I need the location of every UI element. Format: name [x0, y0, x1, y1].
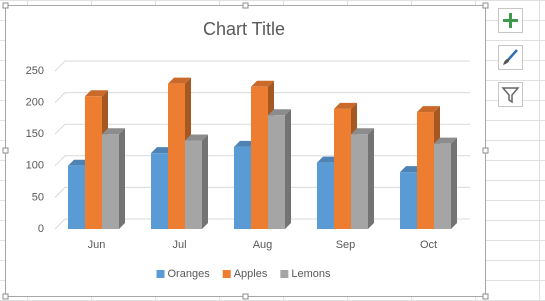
bar [168, 83, 185, 229]
legend-swatch [222, 270, 231, 278]
chart-title: Chart Title [203, 19, 285, 39]
y-tick-label: 150 [26, 128, 44, 140]
bar-top [168, 77, 191, 84]
bar-top [434, 137, 457, 144]
bar [102, 134, 119, 229]
bar-top [351, 128, 374, 135]
x-tick-label: Jul [172, 239, 186, 251]
bar-top [251, 80, 274, 87]
bar [251, 86, 268, 229]
y-tick-label: 0 [38, 223, 44, 235]
bar-top [417, 106, 440, 113]
grid-line [54, 60, 470, 72]
bar [434, 143, 451, 229]
bar [85, 96, 102, 229]
chart-elements-button[interactable] [498, 8, 523, 33]
bar [268, 115, 285, 229]
bar [334, 108, 351, 229]
bar [185, 140, 202, 229]
x-tick-label: Aug [253, 239, 273, 251]
bar-side [285, 109, 291, 229]
bar [400, 172, 417, 229]
bar-side [368, 128, 374, 229]
bar [68, 165, 85, 229]
y-tick-label: 200 [26, 97, 44, 109]
bar-side [451, 137, 457, 229]
bar-top [85, 90, 108, 97]
legend-label: Apples [234, 268, 268, 280]
resize-handles [2, 2, 489, 300]
bar [151, 153, 168, 229]
bar-side [119, 128, 125, 229]
x-tick-label: Sep [336, 239, 356, 251]
bar-top [268, 109, 291, 116]
legend-label: Oranges [168, 268, 211, 280]
bar-top [185, 134, 208, 141]
y-tick-label: 100 [26, 160, 44, 172]
legend-swatch [280, 270, 289, 278]
chart-styles-button[interactable] [498, 45, 523, 70]
bar [317, 162, 334, 229]
grid-line [54, 92, 470, 103]
legend-label: Lemons [291, 268, 331, 280]
bar [351, 134, 368, 229]
bar-top [102, 128, 125, 135]
y-tick-label: 50 [32, 191, 44, 203]
bar [234, 146, 251, 229]
bar-top [334, 102, 357, 109]
x-tick-label: Jun [88, 239, 106, 251]
y-tick-label: 250 [26, 65, 44, 77]
chart-filters-button[interactable] [498, 82, 523, 107]
legend-swatch [156, 270, 165, 278]
bar-side [202, 134, 208, 229]
bar [417, 112, 434, 229]
x-tick-label: Oct [420, 239, 437, 251]
